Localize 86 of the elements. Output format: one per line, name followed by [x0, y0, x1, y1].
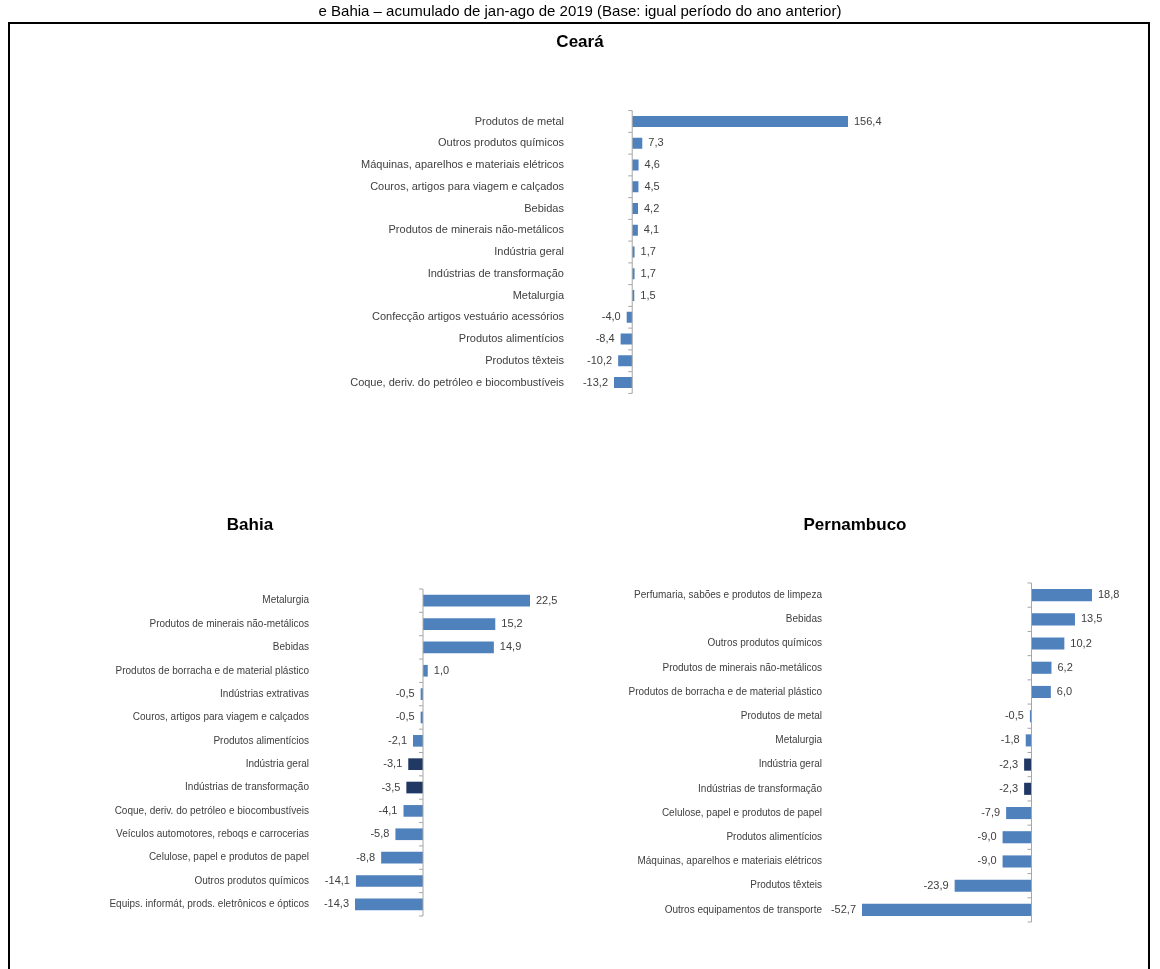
data-label: 7,3	[648, 136, 664, 149]
y-tick-label: Indústria geral	[245, 757, 309, 769]
y-tick-label: Indústrias de transformação	[427, 266, 564, 279]
data-label: -0,5	[395, 687, 415, 700]
y-tick-label: Outros produtos químicos	[707, 637, 822, 649]
y-tick-label: Celulose, papel e produtos de papel	[661, 806, 822, 818]
data-label: -4,1	[378, 803, 398, 816]
y-tick-label: Indústria geral	[758, 758, 822, 770]
data-label: 15,2	[501, 617, 523, 630]
y-tick-label: Metalurgia	[512, 288, 565, 301]
data-label: 14,9	[499, 640, 522, 653]
data-label: -0,5	[1004, 709, 1024, 722]
data-label: 10,2	[1070, 636, 1092, 649]
data-label: -13,2	[582, 375, 608, 388]
data-label: -5,8	[370, 827, 390, 840]
y-tick-label: Indústrias de transformação	[698, 782, 823, 794]
data-label: 6,2	[1057, 660, 1073, 673]
data-label: -9,0	[977, 830, 997, 843]
data-label: 22,5	[536, 593, 558, 606]
y-tick-label: Equips. informát, prods. eletrônicos e ópticos	[109, 898, 309, 910]
data-label: -1,8	[1000, 733, 1020, 746]
y-tick-label: Máquinas, aparelhos e materiais elétricos	[361, 158, 565, 171]
y-tick-label: Couros, artigos para viagem e calçados	[132, 711, 309, 723]
y-tick-label: Produtos têxteis	[485, 353, 565, 366]
data-label: -2,3	[999, 781, 1019, 794]
y-tick-label: Indústrias de transformação	[185, 781, 310, 793]
y-tick-label: Produtos alimentícios	[213, 734, 309, 746]
data-label: 13,5	[1080, 612, 1103, 625]
data-label: 4,6	[644, 158, 660, 171]
y-tick-label: Outros produtos químicos	[194, 874, 309, 886]
y-tick-label: Produtos alimentícios	[458, 332, 565, 345]
data-label: -9,0	[977, 854, 997, 867]
data-label: -4,0	[601, 310, 621, 323]
data-label: -52,7	[830, 902, 856, 915]
data-label: -7,9	[981, 806, 1001, 819]
data-label: 1,0	[433, 663, 450, 676]
data-label: -3,1	[383, 757, 403, 770]
data-label: 156,4	[854, 114, 882, 127]
y-tick-label: Metalurgia	[775, 734, 823, 746]
data-label: -2,3	[999, 757, 1019, 770]
data-label: 1,7	[640, 266, 656, 279]
data-label: -0,5	[395, 710, 415, 723]
y-tick-label: Produtos alimentícios	[726, 831, 822, 842]
data-label: -23,9	[923, 878, 949, 891]
chart-title: Ceará	[555, 32, 605, 52]
data-label: 18,8	[1098, 588, 1120, 601]
chart-title: Bahia	[225, 515, 275, 535]
data-label: 1,5	[640, 288, 656, 301]
chart-title: Pernambuco	[802, 515, 908, 535]
y-tick-label: Bebidas	[524, 201, 565, 214]
y-tick-label: Máquinas, aparelhos e materiais elétricos	[637, 855, 822, 867]
y-tick-label: Indústria geral	[494, 245, 564, 258]
y-tick-label: Produtos de minerais não-metálicos	[149, 617, 309, 629]
y-tick-label: Outros equipamentos de transporte	[664, 903, 823, 915]
data-label: -10,2	[587, 353, 613, 366]
data-label: -14,1	[324, 874, 350, 886]
y-tick-label: Coque, deriv. do petróleo e biocombustíveis	[114, 804, 309, 816]
y-tick-label: Produtos de minerais não-metálicos	[388, 223, 565, 236]
data-label: -2,1	[388, 733, 408, 746]
y-tick-label: Metalurgia	[262, 594, 310, 606]
y-tick-label: Produtos de metal	[740, 709, 822, 721]
y-tick-label: Produtos de borracha e de material plástico	[115, 664, 310, 676]
data-label: 4,2	[644, 201, 660, 214]
y-tick-label: Produtos de borracha e de material plástico	[628, 685, 823, 697]
data-label: -14,3	[323, 897, 349, 910]
y-tick-label: Couros, artigos para viagem e calçados	[370, 179, 565, 192]
data-label: -3,5	[381, 780, 401, 793]
data-label: -8,8	[356, 850, 376, 863]
y-tick-label: Produtos de minerais não-metálicos	[662, 661, 822, 673]
data-label: 1,7	[640, 245, 656, 258]
text: e Bahia – acumulado de jan-ago de 2019 (Base: igual período do ano anterior)	[317, 2, 843, 19]
y-tick-label: Coque, deriv. do petróleo e biocombustíveis	[350, 375, 565, 388]
data-label: 4,5	[644, 179, 660, 192]
y-tick-label: Confecção artigos vestuário acessórios	[372, 310, 565, 323]
y-tick-label: Produtos de metal	[474, 114, 564, 127]
y-tick-label: Bebidas	[785, 613, 822, 625]
y-tick-label: Produtos têxteis	[750, 879, 822, 891]
y-tick-label: Outros produtos químicos	[438, 136, 565, 149]
data-label: 6,0	[1056, 685, 1073, 697]
y-tick-label: Veículos automotores, reboqs e carrocerias	[116, 828, 309, 839]
y-tick-label: Bebidas	[272, 641, 309, 653]
y-tick-label: Celulose, papel e produtos de papel	[148, 851, 309, 863]
data-label: -8,4	[595, 332, 615, 345]
y-tick-label: Indústrias extrativas	[220, 687, 309, 699]
data-label: 4,1	[643, 223, 660, 236]
y-tick-label: Perfumaria, sabões e produtos de limpeza	[634, 588, 823, 600]
